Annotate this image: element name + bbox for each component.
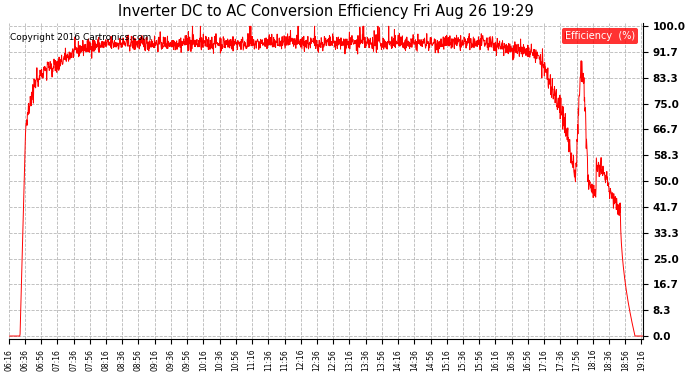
Title: Inverter DC to AC Conversion Efficiency Fri Aug 26 19:29: Inverter DC to AC Conversion Efficiency … xyxy=(118,4,534,19)
Text: Copyright 2016 Cartronics.com: Copyright 2016 Cartronics.com xyxy=(10,33,151,42)
Legend: Efficiency  (%): Efficiency (%) xyxy=(562,28,638,44)
